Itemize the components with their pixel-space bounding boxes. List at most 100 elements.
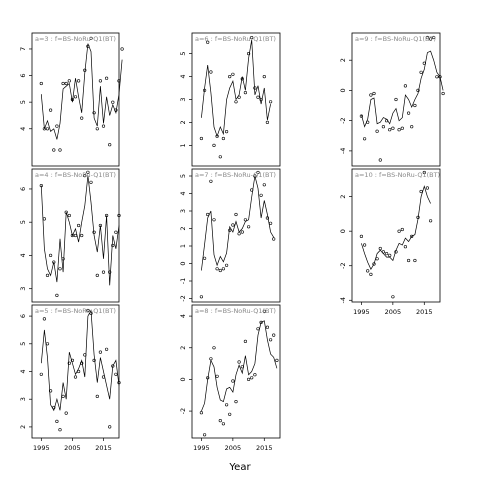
data-point bbox=[108, 425, 112, 429]
data-point bbox=[259, 97, 263, 102]
data-point bbox=[247, 51, 251, 56]
data-point bbox=[73, 375, 78, 379]
data-point bbox=[114, 230, 118, 234]
data-point bbox=[422, 61, 426, 65]
data-point bbox=[206, 40, 210, 44]
data-point bbox=[410, 125, 414, 129]
data-point bbox=[42, 317, 47, 321]
data-point bbox=[61, 81, 65, 86]
x-tick-label: 2015 bbox=[256, 444, 273, 452]
data-point bbox=[55, 293, 59, 298]
x-tick-label: 1995 bbox=[33, 444, 50, 452]
data-point bbox=[199, 411, 203, 415]
data-point bbox=[265, 216, 270, 220]
data-point bbox=[89, 36, 93, 40]
data-point bbox=[256, 170, 260, 175]
data-point bbox=[375, 129, 379, 133]
y-tick-label: 2 bbox=[179, 226, 187, 230]
y-tick-label: -4 bbox=[339, 297, 347, 303]
data-point bbox=[419, 189, 423, 194]
panels-layer: 4 5 6 7 a=3 : f=BS-NoRu-Q1(BT) 3 4 5 6 a=4 : f=BS… bbox=[19, 32, 445, 439]
data-point bbox=[203, 256, 207, 260]
data-point bbox=[388, 128, 392, 132]
fitted-line bbox=[40, 43, 123, 140]
data-point bbox=[67, 213, 71, 218]
data-point bbox=[225, 403, 229, 407]
data-point bbox=[269, 100, 273, 104]
data-point bbox=[104, 213, 109, 218]
data-point bbox=[413, 258, 417, 263]
data-point bbox=[359, 234, 364, 238]
panel-label: a=9 : f=BS-NoRu-Q1(BT) bbox=[355, 35, 436, 43]
panel-1: 4 5 6 7 a=3 : f=BS-NoRu-Q1(BT) bbox=[19, 32, 124, 167]
data-point bbox=[58, 148, 62, 152]
data-point bbox=[388, 253, 392, 257]
data-point bbox=[269, 221, 273, 225]
data-point bbox=[438, 75, 442, 79]
y-tick-label: 5 bbox=[19, 342, 27, 346]
data-point bbox=[92, 358, 96, 363]
data-point bbox=[243, 218, 247, 222]
data-point bbox=[209, 179, 213, 183]
y-tick-label: 1 bbox=[179, 244, 187, 248]
x-tick-label: 1995 bbox=[193, 444, 210, 452]
y-tick-label: -2 bbox=[339, 262, 347, 268]
data-point bbox=[397, 229, 401, 233]
panel-frame bbox=[191, 168, 281, 303]
y-tick-label: -2 bbox=[179, 408, 187, 414]
data-point bbox=[111, 364, 115, 368]
data-point bbox=[262, 309, 266, 313]
y-tick-label: 3 bbox=[179, 209, 187, 213]
fitted-line bbox=[201, 175, 275, 271]
data-point bbox=[209, 357, 213, 361]
data-point bbox=[80, 116, 84, 120]
data-point bbox=[256, 327, 260, 331]
data-point bbox=[228, 74, 232, 79]
data-point bbox=[378, 158, 382, 162]
data-point bbox=[104, 347, 109, 351]
panel-5: -2 -1 0 1 2 3 4 5 a=7 : f=BS-NoRu-Q1(BT) bbox=[179, 168, 281, 303]
data-point bbox=[259, 320, 263, 325]
panel-frame bbox=[351, 32, 441, 167]
data-point bbox=[397, 128, 401, 132]
panel-4: 1 2 3 4 5 a=6 : f=BS-NoRu-Q1(BT) bbox=[179, 32, 281, 167]
x-tick-label: 2005 bbox=[225, 444, 242, 452]
data-point bbox=[432, 35, 436, 40]
data-point bbox=[70, 233, 74, 238]
y-tick-label: -2 bbox=[339, 117, 347, 123]
data-point bbox=[363, 243, 367, 247]
data-point bbox=[400, 227, 404, 232]
data-point bbox=[45, 273, 50, 278]
data-point bbox=[419, 70, 423, 74]
y-tick-label: 6 bbox=[19, 314, 27, 318]
data-point bbox=[95, 394, 99, 399]
data-point bbox=[206, 376, 210, 380]
data-point bbox=[228, 228, 232, 232]
y-tick-label: 3 bbox=[19, 397, 27, 401]
data-point bbox=[89, 311, 93, 315]
data-point bbox=[231, 379, 235, 383]
data-point bbox=[101, 124, 106, 128]
data-point bbox=[372, 91, 376, 96]
y-tick-label: 4 bbox=[19, 127, 27, 131]
data-point bbox=[259, 193, 263, 197]
fitted-line bbox=[201, 39, 271, 138]
y-tick-label: 5 bbox=[179, 174, 187, 178]
data-point bbox=[48, 253, 53, 257]
y-tick-label: 4 bbox=[19, 253, 27, 257]
x-axis-col-2: 1995 2005 2015 bbox=[193, 438, 273, 452]
data-point bbox=[375, 257, 379, 261]
data-point bbox=[240, 230, 244, 234]
data-point bbox=[86, 44, 90, 48]
data-point bbox=[253, 174, 257, 178]
data-point bbox=[39, 81, 43, 86]
data-point bbox=[394, 250, 398, 254]
data-point bbox=[48, 108, 53, 112]
y-tick-label: 4 bbox=[179, 74, 187, 78]
y-tick-label: 1 bbox=[179, 143, 187, 147]
data-point bbox=[86, 170, 90, 174]
data-point bbox=[385, 252, 389, 256]
y-tick-label: 7 bbox=[19, 47, 27, 51]
data-point bbox=[42, 127, 47, 131]
